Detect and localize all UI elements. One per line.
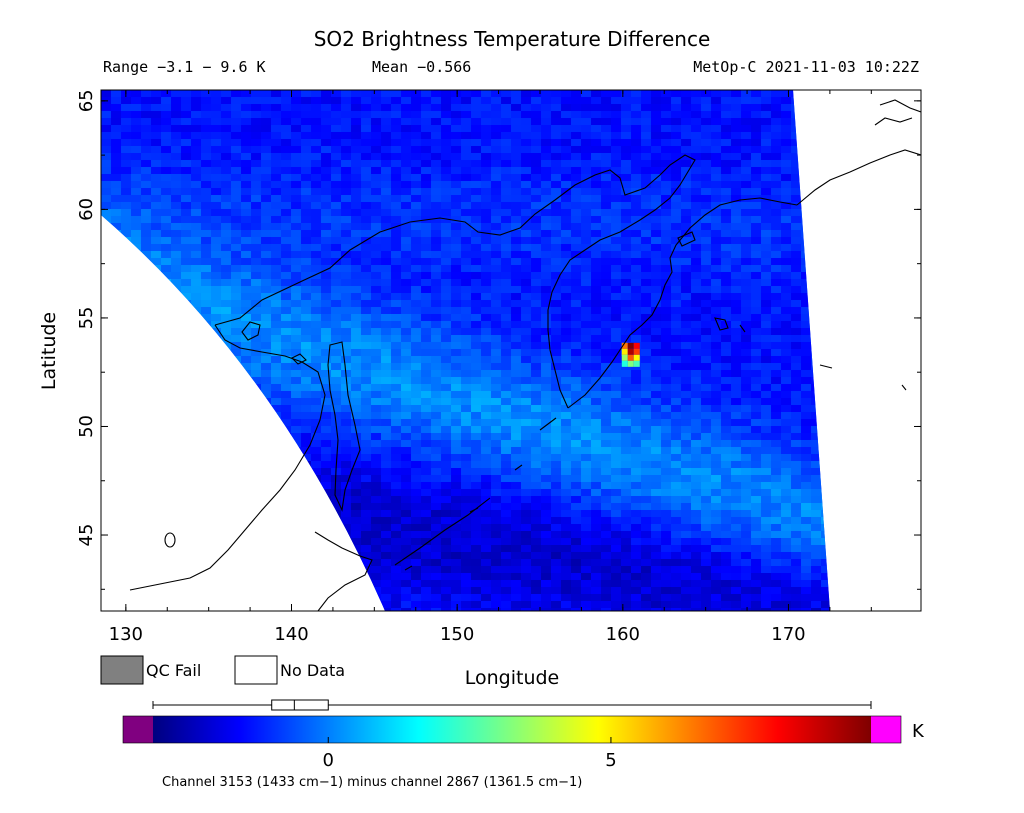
plot-frame: [100, 89, 922, 612]
y-axis-label: Latitude: [38, 312, 60, 390]
x-tick-label: 170: [771, 624, 805, 645]
y-tick-label: 60: [76, 198, 97, 221]
colorbar-under: [123, 716, 153, 743]
shantar-islands: [241, 321, 307, 365]
y-tick-label: 50: [76, 415, 97, 438]
mainland-coast: [214, 154, 696, 409]
chukotka-coast: [796, 149, 921, 206]
range-text: Range −3.1 − 9.6 K: [103, 58, 266, 76]
qc-fail-swatch: [100, 655, 144, 685]
channel-footnote: Channel 3153 (1433 cm−1) minus channel 2…: [162, 775, 582, 790]
x-tick-label: 140: [274, 624, 308, 645]
x-axis-label: Longitude: [465, 667, 560, 689]
colorbar-frame: [122, 715, 902, 744]
map-plot: [100, 89, 922, 612]
x-tick-label: 150: [440, 624, 474, 645]
chart-title: SO2 Brightness Temperature Difference: [314, 27, 711, 51]
kamchatka-coast: [567, 197, 798, 409]
y-tick-label: 45: [76, 524, 97, 547]
colorbar-unit: K: [912, 721, 925, 742]
data-legend: QC Fail No Data: [100, 655, 345, 685]
x-tick-label: 130: [109, 624, 143, 645]
colorbar-tick-label: 5: [605, 750, 616, 771]
mean-text: Mean −0.566: [372, 58, 471, 76]
colorbar-gradient: [153, 716, 871, 743]
qc-fail-label: QC Fail: [146, 661, 201, 680]
no-data-label: No Data: [280, 661, 345, 680]
sakhalin-island: [327, 341, 361, 512]
x-tick-label: 160: [606, 624, 640, 645]
distribution-boxplot: [152, 699, 872, 711]
satellite-time-text: MetOp-C 2021-11-03 10:22Z: [693, 58, 919, 76]
x-axis-ticks: 130 140 150 160 170: [109, 90, 872, 645]
so2-hotspot: [621, 342, 640, 367]
hokkaido-island: [314, 531, 373, 611]
y-tick-label: 55: [76, 306, 97, 329]
okhotsk-islands: [677, 231, 907, 391]
y-axis-ticks: 45 50 55 60 65: [76, 89, 921, 590]
coastlines: [129, 99, 921, 611]
colorbar-tick-label: 0: [323, 750, 334, 771]
korea-lake: [164, 532, 176, 548]
mainland-coast-west: [129, 324, 326, 591]
arctic-coast: [874, 99, 921, 126]
y-tick-label: 65: [76, 89, 97, 112]
kuril-islands: [394, 417, 557, 571]
no-data-swatch: [234, 655, 278, 685]
colorbar-over: [871, 716, 901, 743]
